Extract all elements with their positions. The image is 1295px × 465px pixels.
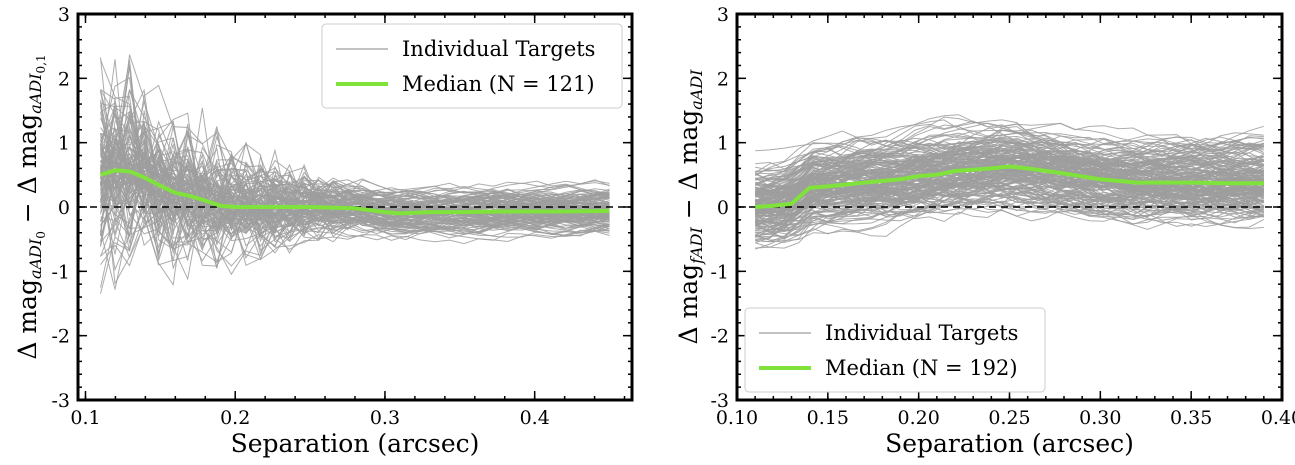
individual-target-line [755,157,1264,228]
legend-individual-label: Individual Targets [402,37,595,61]
individual-target-line [100,177,610,237]
individual-target-line [755,153,1265,216]
individual-target-line [754,143,1264,203]
individual-target-line [755,159,1264,209]
y-tick-label: 1 [58,133,70,155]
left-panel: 0.1 0.2 0.3 0.4 -3 -2 -1 0 1 2 3 Separation (arcsec… [13,4,634,458]
x-tick-label: 0.10 [716,407,758,429]
individual-target-line [100,90,610,281]
x-tick-label: 0.40 [1261,407,1295,429]
y-tick-label: -3 [710,390,729,412]
y-tick-label: 3 [717,4,729,26]
y-axis-label: Δ magaADI0 − Δ magaADI0,1 [13,54,48,359]
right-panel: 0.10 0.15 0.20 0.25 0.30 0.35 0.40 -3 -2 -1 0 1 2 3 Se… [674,4,1295,458]
x-tick-label: 0.2 [220,407,250,429]
individual-target-line [755,180,1264,214]
individual-target-line [100,64,610,210]
individual-target-line [755,151,1264,218]
tick-marks [78,13,632,401]
x-tick-label: 0.4 [520,407,550,429]
plot-area [737,114,1282,250]
x-axis-label: Separation (arcsec) [885,429,1134,458]
x-axis-label: Separation (arcsec) [231,429,480,458]
x-tick-label: 0.30 [1079,407,1121,429]
tick-marks [736,13,1283,401]
y-tick-label: 2 [717,68,729,90]
y-tick-label: 3 [58,4,70,26]
individual-target-line [755,159,1264,204]
legend: Individual Targets Median (N = 121) [321,23,623,109]
individual-target-line [755,139,1264,184]
x-tick-label: 0.35 [1170,407,1212,429]
individual-target-line [755,158,1264,212]
legend-individual-label: Individual Targets [825,321,1018,345]
individual-target-line [755,146,1264,224]
y-tick-label: 0 [58,197,70,219]
legend-median-label: Median (N = 121) [402,72,595,96]
median-line [755,164,1264,209]
individual-target-line [755,122,1264,173]
individual-target-curves [754,114,1265,250]
y-tick-label: -1 [710,261,729,283]
individual-target-line [100,183,610,241]
y-tick-label: 2 [58,68,70,90]
y-tick-label: -3 [51,390,70,412]
median-line [99,168,610,216]
legend-median-label: Median (N = 192) [825,356,1018,380]
individual-target-line [754,137,1264,204]
individual-target-line [100,127,610,250]
x-tick-label: 0.1 [70,407,100,429]
individual-target-line [755,158,1264,203]
x-tick-label: 0.20 [898,407,940,429]
individual-target-line [755,140,1264,213]
y-tick-label: -2 [710,326,729,348]
individual-target-line [755,116,1265,205]
x-tick-label: 0.3 [370,407,400,429]
y-tick-label: -1 [51,261,70,283]
individual-target-line [100,179,610,222]
legend: Individual Targets Median (N = 192) [744,307,1046,393]
legend-box [744,307,1046,393]
individual-target-line [755,145,1264,195]
plot-area [78,54,632,294]
individual-target-line [100,112,610,228]
individual-target-line [755,170,1264,202]
individual-target-line [100,170,610,246]
individual-target-line [754,119,1264,196]
y-axis-label: Δ magfADI − Δ magaADI [674,69,706,345]
legend-box [321,23,623,109]
y-tick-label: 1 [717,133,729,155]
individual-target-line [100,128,610,234]
x-tick-label: 0.25 [988,407,1030,429]
x-tick-label: 0.15 [807,407,849,429]
individual-target-line [100,154,610,202]
individual-target-line [755,180,1264,239]
individual-target-line [755,184,1264,240]
y-tick-label: 0 [717,197,729,219]
y-tick-label: -2 [51,326,70,348]
individual-target-line [100,126,610,235]
